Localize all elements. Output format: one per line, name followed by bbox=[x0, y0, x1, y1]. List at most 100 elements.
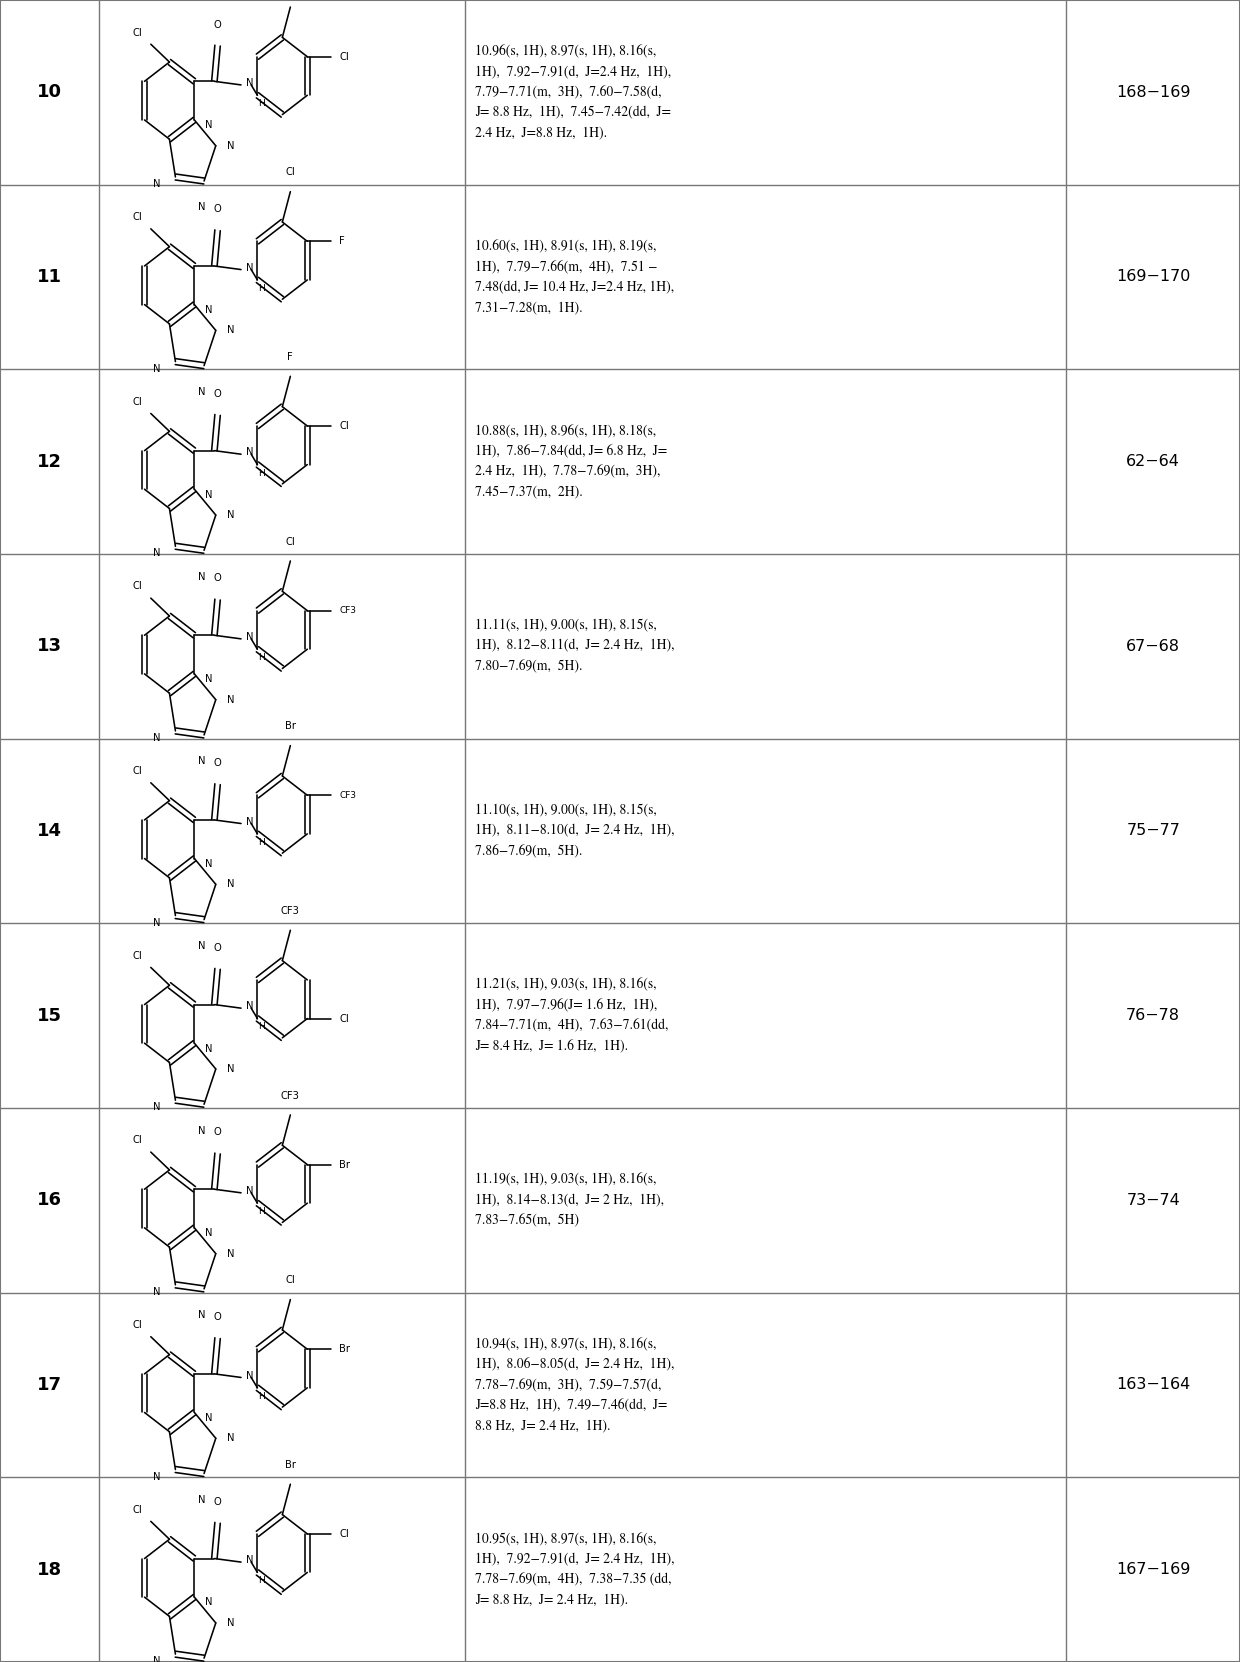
Text: Br: Br bbox=[340, 1160, 350, 1170]
Text: N: N bbox=[153, 1286, 160, 1296]
Text: CF3: CF3 bbox=[281, 906, 300, 916]
Text: H: H bbox=[258, 469, 265, 477]
Text: N: N bbox=[197, 1125, 205, 1135]
Text: N: N bbox=[153, 1102, 160, 1112]
Text: 62−64: 62−64 bbox=[1126, 454, 1180, 469]
Text: 15: 15 bbox=[37, 1007, 62, 1024]
Text: 14: 14 bbox=[37, 823, 62, 839]
Text: O: O bbox=[213, 204, 222, 214]
Text: 75−77: 75−77 bbox=[1126, 823, 1180, 838]
Text: N: N bbox=[205, 304, 212, 314]
Text: CF3: CF3 bbox=[340, 791, 356, 799]
Text: 17: 17 bbox=[37, 1376, 62, 1394]
Text: N: N bbox=[197, 387, 205, 397]
Text: 73−74: 73−74 bbox=[1126, 1193, 1180, 1208]
Text: N: N bbox=[205, 1597, 212, 1607]
Text: N: N bbox=[246, 447, 253, 457]
Text: N: N bbox=[197, 1496, 205, 1506]
Text: O: O bbox=[213, 942, 222, 952]
Text: N: N bbox=[227, 326, 234, 336]
Text: F: F bbox=[340, 236, 345, 246]
Text: F: F bbox=[288, 352, 293, 362]
Text: N: N bbox=[227, 1248, 234, 1258]
Text: N: N bbox=[246, 1187, 253, 1197]
Text: N: N bbox=[205, 1044, 212, 1054]
Text: H: H bbox=[258, 1576, 265, 1586]
Text: 76−78: 76−78 bbox=[1126, 1009, 1180, 1024]
Text: N: N bbox=[205, 1228, 212, 1238]
Text: Cl: Cl bbox=[133, 951, 143, 961]
Text: 10.96(s, 1H), 8.97(s, 1H), 8.16(s,
1H),  7.92−7.91(d,  J=2.4 Hz,  1H),
7.79−7.71: 10.96(s, 1H), 8.97(s, 1H), 8.16(s, 1H), … bbox=[475, 45, 671, 140]
Text: H: H bbox=[258, 284, 265, 293]
Text: Cl: Cl bbox=[340, 1529, 348, 1539]
Text: Cl: Cl bbox=[133, 1320, 143, 1330]
Text: 10: 10 bbox=[37, 83, 62, 101]
Text: N: N bbox=[153, 733, 160, 743]
Text: H: H bbox=[258, 1022, 265, 1032]
Text: Cl: Cl bbox=[133, 1135, 143, 1145]
Text: Cl: Cl bbox=[285, 168, 295, 178]
Text: Cl: Cl bbox=[285, 537, 295, 547]
Text: Cl: Cl bbox=[133, 213, 143, 223]
Text: H: H bbox=[258, 653, 265, 661]
Text: Br: Br bbox=[285, 1459, 296, 1469]
Text: N: N bbox=[197, 203, 205, 213]
Text: O: O bbox=[213, 1311, 222, 1321]
Text: 12: 12 bbox=[37, 452, 62, 470]
Text: 10.60(s, 1H), 8.91(s, 1H), 8.19(s,
1H),  7.79−7.66(m,  4H),  7.51 −
7.48(dd, J= : 10.60(s, 1H), 8.91(s, 1H), 8.19(s, 1H), … bbox=[475, 239, 675, 314]
Text: O: O bbox=[213, 1497, 222, 1507]
Text: Cl: Cl bbox=[133, 766, 143, 776]
Text: Br: Br bbox=[340, 1345, 350, 1355]
Text: N: N bbox=[246, 816, 253, 826]
Text: N: N bbox=[153, 548, 160, 558]
Text: O: O bbox=[213, 1127, 222, 1137]
Text: 11.11(s, 1H), 9.00(s, 1H), 8.15(s,
1H),  8.12−8.11(d,  J= 2.4 Hz,  1H),
7.80−7.6: 11.11(s, 1H), 9.00(s, 1H), 8.15(s, 1H), … bbox=[475, 620, 675, 673]
Text: N: N bbox=[246, 632, 253, 642]
Text: N: N bbox=[153, 364, 160, 374]
Text: N: N bbox=[153, 1471, 160, 1481]
Text: Br: Br bbox=[285, 721, 296, 731]
Text: N: N bbox=[153, 917, 160, 927]
Text: N: N bbox=[205, 859, 212, 869]
Text: N: N bbox=[197, 1310, 205, 1320]
Text: Cl: Cl bbox=[340, 1014, 348, 1024]
Text: 18: 18 bbox=[37, 1561, 62, 1579]
Text: N: N bbox=[227, 141, 234, 151]
Text: 11.10(s, 1H), 9.00(s, 1H), 8.15(s,
1H),  8.11−8.10(d,  J= 2.4 Hz,  1H),
7.86−7.6: 11.10(s, 1H), 9.00(s, 1H), 8.15(s, 1H), … bbox=[475, 804, 675, 858]
Text: N: N bbox=[153, 179, 160, 189]
Text: 67−68: 67−68 bbox=[1126, 638, 1180, 653]
Text: N: N bbox=[227, 879, 234, 889]
Text: N: N bbox=[246, 263, 253, 273]
Text: N: N bbox=[227, 1617, 234, 1629]
Text: N: N bbox=[197, 756, 205, 766]
Text: H: H bbox=[258, 1391, 265, 1401]
Text: 10.94(s, 1H), 8.97(s, 1H), 8.16(s,
1H),  8.06−8.05(d,  J= 2.4 Hz,  1H),
7.78−7.6: 10.94(s, 1H), 8.97(s, 1H), 8.16(s, 1H), … bbox=[475, 1338, 675, 1433]
Text: CF3: CF3 bbox=[281, 1090, 300, 1100]
Text: O: O bbox=[213, 758, 222, 768]
Text: N: N bbox=[246, 78, 253, 88]
Text: N: N bbox=[227, 1433, 234, 1443]
Text: 169−170: 169−170 bbox=[1116, 269, 1190, 284]
Text: N: N bbox=[246, 1371, 253, 1381]
Text: N: N bbox=[153, 1657, 160, 1662]
Text: 10.95(s, 1H), 8.97(s, 1H), 8.16(s,
1H),  7.92−7.91(d,  J= 2.4 Hz,  1H),
7.78−7.6: 10.95(s, 1H), 8.97(s, 1H), 8.16(s, 1H), … bbox=[475, 1532, 675, 1607]
Text: N: N bbox=[227, 1064, 234, 1074]
Text: O: O bbox=[213, 573, 222, 583]
Text: Cl: Cl bbox=[340, 420, 348, 430]
Text: Cl: Cl bbox=[133, 582, 143, 592]
Text: N: N bbox=[197, 572, 205, 582]
Text: 10.88(s, 1H), 8.96(s, 1H), 8.18(s,
1H),  7.86−7.84(dd, J= 6.8 Hz,  J=
2.4 Hz,  1: 10.88(s, 1H), 8.96(s, 1H), 8.18(s, 1H), … bbox=[475, 424, 667, 499]
Text: N: N bbox=[205, 490, 212, 500]
Text: Cl: Cl bbox=[133, 1504, 143, 1514]
Text: 11: 11 bbox=[37, 268, 62, 286]
Text: CF3: CF3 bbox=[340, 607, 356, 615]
Text: N: N bbox=[205, 120, 212, 130]
Text: N: N bbox=[246, 1556, 253, 1566]
Text: 13: 13 bbox=[37, 637, 62, 655]
Text: Cl: Cl bbox=[133, 28, 143, 38]
Text: H: H bbox=[258, 1207, 265, 1217]
Text: 16: 16 bbox=[37, 1192, 62, 1210]
Text: Cl: Cl bbox=[133, 397, 143, 407]
Text: H: H bbox=[258, 838, 265, 848]
Text: 11.21(s, 1H), 9.03(s, 1H), 8.16(s,
1H),  7.97−7.96(J= 1.6 Hz,  1H),
7.84−7.71(m,: 11.21(s, 1H), 9.03(s, 1H), 8.16(s, 1H), … bbox=[475, 979, 668, 1054]
